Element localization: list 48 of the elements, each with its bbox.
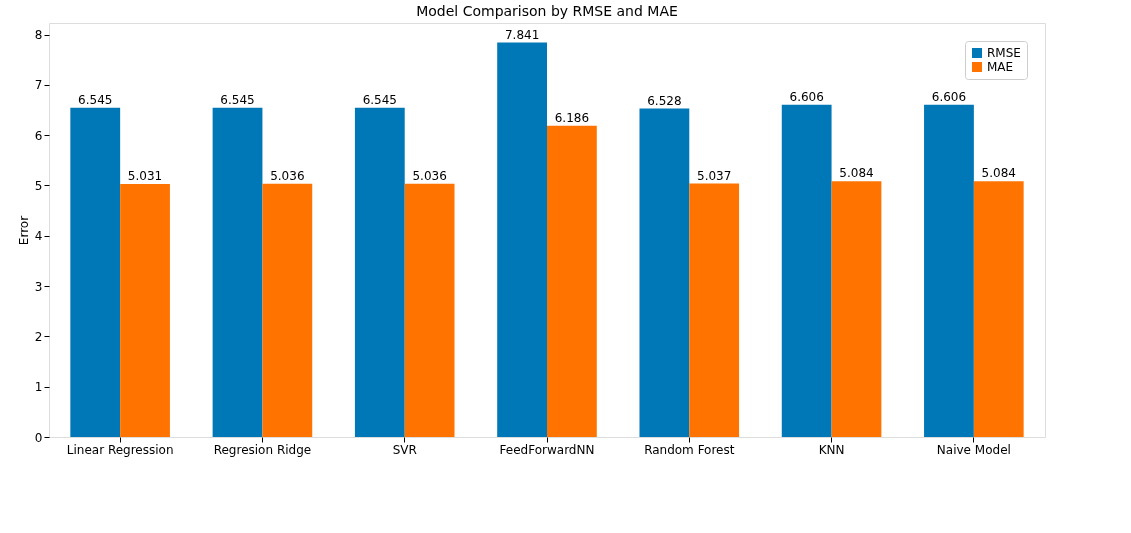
x-tick-label: FeedForwardNN bbox=[499, 442, 595, 457]
bar bbox=[354, 107, 405, 437]
y-tick-label: 1 bbox=[34, 380, 43, 395]
y-axis-title: Error bbox=[16, 215, 31, 246]
x-tick-label: Random Forest bbox=[644, 442, 735, 457]
x-tick-label: Naive Model bbox=[936, 442, 1011, 457]
data-label: 6.606 bbox=[931, 89, 967, 104]
bar bbox=[924, 104, 974, 437]
y-tick-label: 3 bbox=[34, 279, 43, 294]
bar bbox=[973, 181, 1024, 437]
y-tick-label: 0 bbox=[34, 430, 43, 445]
bar bbox=[262, 183, 313, 437]
legend-label: MAE bbox=[987, 60, 1014, 74]
data-label: 6.545 bbox=[220, 92, 255, 107]
bar bbox=[120, 183, 170, 437]
data-label: 6.545 bbox=[362, 92, 397, 107]
data-label: 5.084 bbox=[839, 166, 874, 181]
data-label: 5.036 bbox=[270, 168, 305, 183]
y-tick-label: 6 bbox=[34, 128, 43, 143]
bar bbox=[497, 42, 547, 437]
data-label: 6.606 bbox=[789, 89, 824, 104]
y-tick-label: 2 bbox=[34, 329, 43, 344]
chart-title: Model Comparison by RMSE and MAE bbox=[416, 3, 678, 19]
y-tick-label: 8 bbox=[34, 28, 43, 43]
x-tick-label: Regresion Ridge bbox=[213, 442, 312, 457]
bar bbox=[831, 181, 882, 437]
data-label: 5.037 bbox=[697, 168, 732, 183]
data-label: 6.545 bbox=[78, 92, 113, 107]
x-tick-label: SVR bbox=[392, 442, 417, 457]
x-tick-label: Linear Regression bbox=[66, 442, 174, 457]
bar bbox=[70, 107, 121, 437]
y-tick-label: 5 bbox=[34, 178, 43, 193]
y-tick-label: 4 bbox=[34, 229, 43, 244]
data-label: 6.186 bbox=[554, 110, 590, 125]
data-label: 5.036 bbox=[412, 168, 447, 183]
y-tick-label: 7 bbox=[34, 78, 43, 93]
data-label: 7.841 bbox=[504, 27, 540, 42]
data-label: 5.031 bbox=[127, 168, 163, 183]
bar bbox=[404, 183, 455, 437]
x-tick-label: KNN bbox=[818, 442, 845, 457]
data-label: 6.528 bbox=[647, 93, 682, 108]
bar bbox=[212, 107, 263, 437]
legend-label: RMSE bbox=[987, 46, 1021, 60]
data-label: 5.084 bbox=[981, 166, 1016, 181]
bar bbox=[547, 125, 597, 437]
bar bbox=[639, 108, 690, 437]
bar bbox=[689, 183, 740, 437]
bar bbox=[781, 104, 832, 437]
